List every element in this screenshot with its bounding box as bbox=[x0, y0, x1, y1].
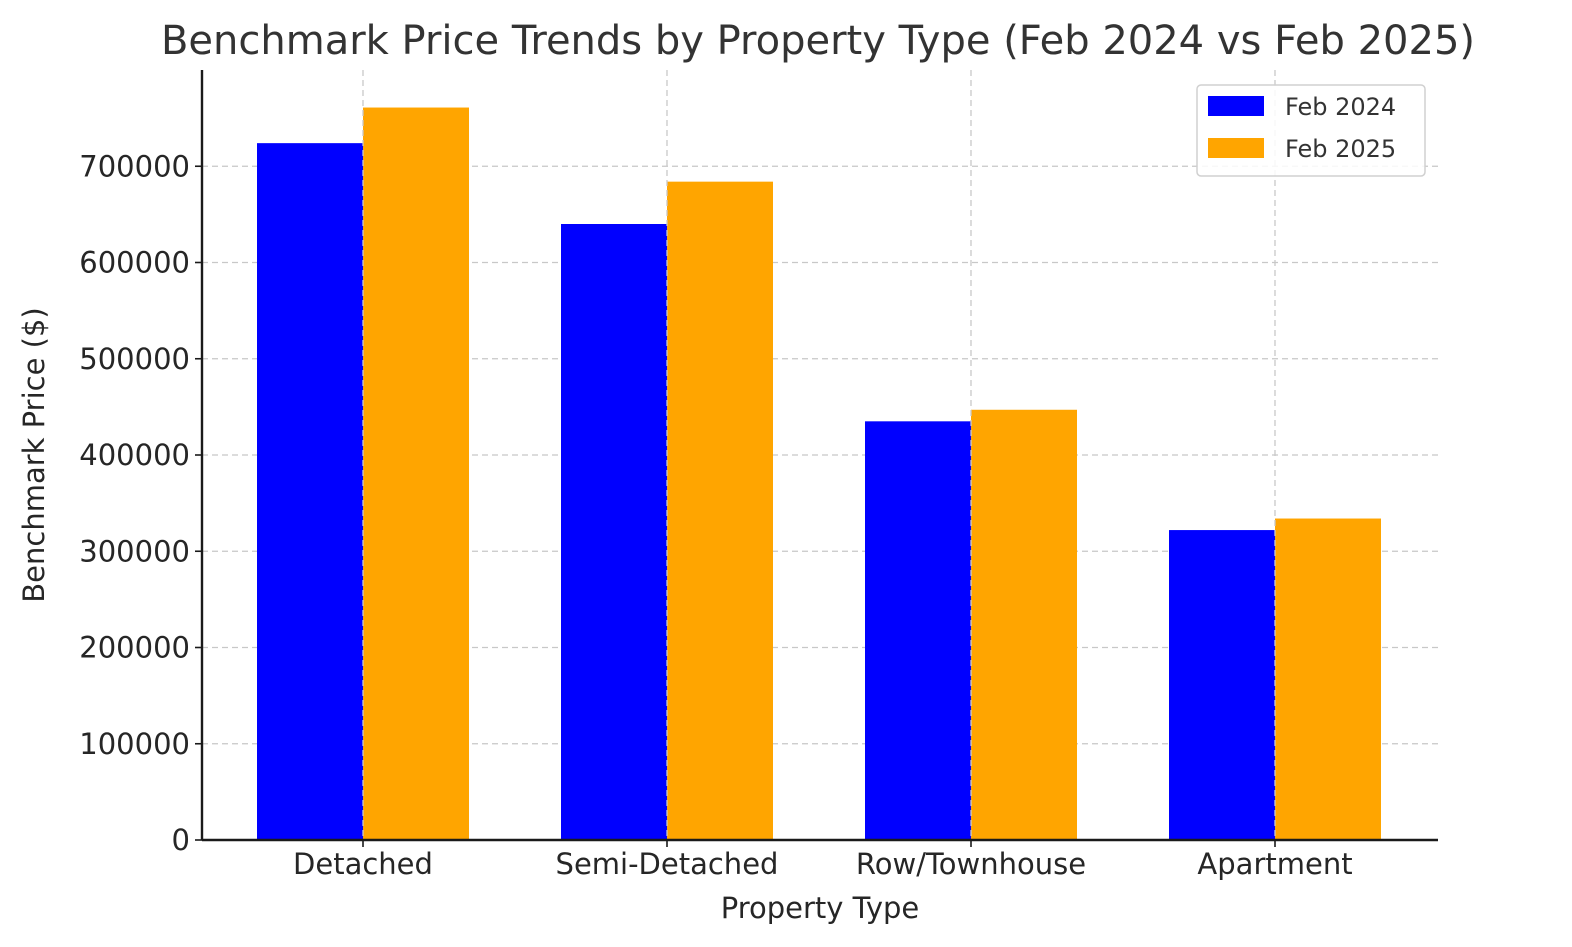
y-tick-label: 500000 bbox=[79, 342, 190, 376]
bar-feb-2024-apartment bbox=[1169, 530, 1275, 840]
x-tick-label: Detached bbox=[293, 847, 433, 881]
bar-feb-2025-row-townhouse bbox=[971, 409, 1077, 840]
legend: Feb 2024 Feb 2025 bbox=[1196, 84, 1426, 177]
y-axis-ticks: 0 100000 200000 300000 400000 500000 600000 700… bbox=[79, 149, 202, 857]
y-tick-label: 300000 bbox=[79, 534, 190, 568]
legend-swatch bbox=[1208, 138, 1264, 158]
x-axis-label: Property Type bbox=[721, 891, 920, 925]
y-axis-label: Benchmark Price ($) bbox=[17, 307, 51, 602]
bar-feb-2025-apartment bbox=[1275, 518, 1381, 840]
legend-label: Feb 2024 bbox=[1285, 93, 1396, 121]
bars bbox=[257, 107, 1381, 841]
y-tick-label: 400000 bbox=[79, 438, 190, 472]
bar-feb-2024-detached bbox=[257, 143, 363, 840]
y-tick-label: 200000 bbox=[79, 631, 190, 665]
y-tick-label: 0 bbox=[172, 823, 190, 857]
y-tick-label: 600000 bbox=[79, 246, 190, 280]
vertical-gridlines bbox=[362, 70, 1276, 840]
y-tick-label: 100000 bbox=[79, 727, 190, 761]
x-tick-label: Semi-Detached bbox=[556, 847, 779, 881]
bar-feb-2024-semi-detached bbox=[561, 224, 667, 840]
x-axis-ticks: Detached Semi-Detached Row/Townhouse Apartm… bbox=[293, 840, 1353, 881]
chart-title: Benchmark Price Trends by Property Type … bbox=[161, 18, 1475, 64]
legend-swatch bbox=[1208, 96, 1264, 116]
bar-feb-2025-semi-detached bbox=[667, 181, 773, 840]
x-tick-label: Row/Townhouse bbox=[856, 847, 1086, 881]
legend-label: Feb 2025 bbox=[1285, 135, 1396, 163]
bar-feb-2024-row-townhouse bbox=[865, 421, 971, 840]
x-tick-label: Apartment bbox=[1197, 847, 1352, 881]
bar-feb-2025-detached bbox=[363, 107, 469, 841]
y-tick-label: 700000 bbox=[79, 149, 190, 183]
